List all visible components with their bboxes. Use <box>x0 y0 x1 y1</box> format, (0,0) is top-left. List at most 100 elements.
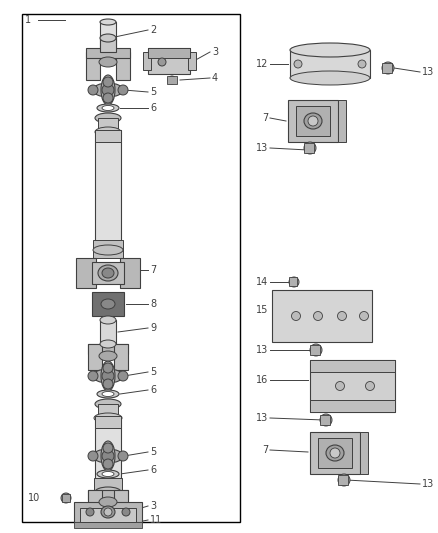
Ellipse shape <box>104 508 112 516</box>
Bar <box>114 490 128 514</box>
Bar <box>167 76 177 84</box>
Ellipse shape <box>365 382 374 391</box>
Text: 13: 13 <box>256 413 268 423</box>
Ellipse shape <box>103 93 113 103</box>
Ellipse shape <box>102 370 114 382</box>
Bar <box>296 106 330 136</box>
Text: 9: 9 <box>150 323 156 333</box>
Ellipse shape <box>101 299 115 309</box>
Text: 13: 13 <box>422 479 434 489</box>
Ellipse shape <box>97 390 119 398</box>
Bar <box>98 118 118 132</box>
Ellipse shape <box>101 506 115 518</box>
Text: 13: 13 <box>256 345 268 355</box>
Ellipse shape <box>101 361 115 391</box>
Ellipse shape <box>93 369 123 383</box>
Ellipse shape <box>100 316 116 324</box>
Bar <box>338 475 348 485</box>
Bar <box>360 432 368 474</box>
Bar <box>95 130 121 250</box>
Bar <box>93 240 123 258</box>
Text: 5: 5 <box>150 367 156 377</box>
Bar <box>100 22 116 60</box>
Bar <box>80 508 136 522</box>
Text: 3: 3 <box>150 501 156 511</box>
Bar <box>98 404 118 418</box>
Ellipse shape <box>304 142 316 154</box>
Bar <box>143 52 151 70</box>
Bar <box>188 52 196 70</box>
Bar <box>74 522 142 528</box>
Bar <box>95 416 121 486</box>
Text: 13: 13 <box>422 67 434 77</box>
Ellipse shape <box>93 83 123 97</box>
Bar <box>116 52 130 80</box>
Ellipse shape <box>95 487 121 497</box>
Ellipse shape <box>93 245 123 255</box>
Ellipse shape <box>100 34 116 42</box>
Ellipse shape <box>103 379 113 389</box>
Text: 7: 7 <box>150 265 156 275</box>
Text: 10: 10 <box>28 493 40 503</box>
Bar <box>304 143 314 153</box>
Bar <box>86 48 130 58</box>
Ellipse shape <box>102 450 114 462</box>
Text: 7: 7 <box>262 113 268 123</box>
Bar <box>95 130 121 142</box>
Bar <box>148 48 190 74</box>
Bar <box>120 258 140 288</box>
Ellipse shape <box>308 116 318 126</box>
Ellipse shape <box>168 76 176 84</box>
Ellipse shape <box>320 414 332 426</box>
Text: 6: 6 <box>150 103 156 113</box>
Bar <box>338 100 346 142</box>
Bar <box>310 400 395 412</box>
Text: 14: 14 <box>256 277 268 287</box>
Ellipse shape <box>326 445 344 461</box>
Ellipse shape <box>99 351 117 361</box>
Ellipse shape <box>102 84 114 96</box>
Ellipse shape <box>289 277 299 287</box>
Bar <box>88 490 128 500</box>
Ellipse shape <box>338 474 350 486</box>
Bar <box>310 360 395 412</box>
Ellipse shape <box>118 85 128 95</box>
Text: 4: 4 <box>212 73 218 83</box>
Text: 5: 5 <box>150 87 156 97</box>
Ellipse shape <box>99 57 117 67</box>
Ellipse shape <box>102 268 114 278</box>
Ellipse shape <box>100 19 116 25</box>
Text: 6: 6 <box>150 385 156 395</box>
Ellipse shape <box>310 344 322 356</box>
Ellipse shape <box>102 106 114 110</box>
Ellipse shape <box>88 451 98 461</box>
Ellipse shape <box>360 311 368 320</box>
Bar <box>95 416 121 428</box>
Ellipse shape <box>101 75 115 105</box>
Ellipse shape <box>95 399 121 409</box>
Bar <box>320 415 330 425</box>
Ellipse shape <box>95 113 121 123</box>
Bar <box>100 320 116 344</box>
Ellipse shape <box>88 371 98 381</box>
Ellipse shape <box>103 459 113 469</box>
Bar <box>310 360 395 372</box>
Text: 8: 8 <box>150 299 156 309</box>
Text: 3: 3 <box>212 47 218 57</box>
Bar <box>76 258 96 288</box>
Text: 15: 15 <box>256 305 268 315</box>
Ellipse shape <box>314 311 322 320</box>
Bar <box>114 344 128 370</box>
Ellipse shape <box>330 448 340 458</box>
Bar <box>88 490 102 514</box>
Ellipse shape <box>93 449 123 463</box>
Ellipse shape <box>103 443 113 453</box>
Ellipse shape <box>102 392 114 397</box>
Bar <box>382 63 392 73</box>
Text: 12: 12 <box>256 59 268 69</box>
Bar <box>74 502 142 522</box>
Text: 5: 5 <box>150 447 156 457</box>
Bar <box>288 100 338 142</box>
Ellipse shape <box>338 311 346 320</box>
Text: 16: 16 <box>256 375 268 385</box>
